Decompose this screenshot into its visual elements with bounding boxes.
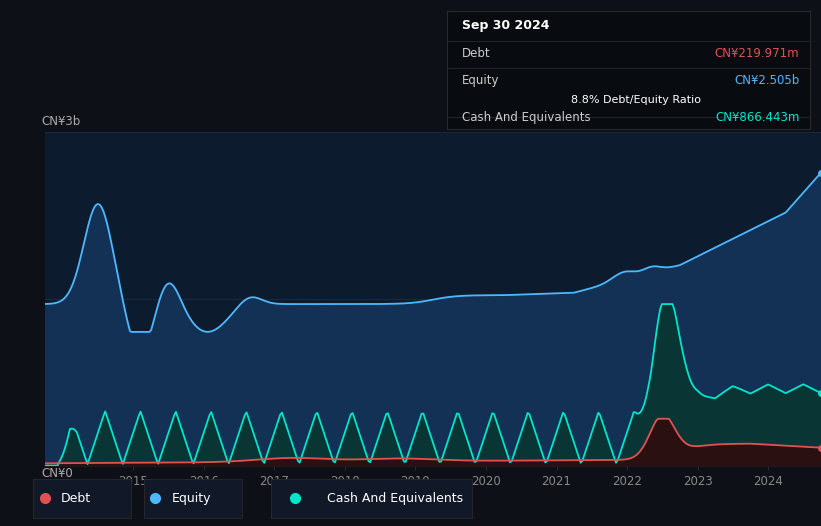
Text: Debt: Debt [61, 492, 90, 505]
Text: Equity: Equity [462, 74, 499, 87]
Text: CN¥866.443m: CN¥866.443m [715, 111, 800, 124]
Text: Debt: Debt [462, 47, 491, 60]
Text: CN¥2.505b: CN¥2.505b [734, 74, 800, 87]
Text: CN¥219.971m: CN¥219.971m [715, 47, 800, 60]
Text: CN¥3b: CN¥3b [41, 115, 80, 128]
Text: Cash And Equivalents: Cash And Equivalents [462, 111, 590, 124]
Text: Cash And Equivalents: Cash And Equivalents [328, 492, 463, 505]
Text: Sep 30 2024: Sep 30 2024 [462, 19, 549, 32]
Text: CN¥0: CN¥0 [41, 467, 73, 480]
Text: Equity: Equity [172, 492, 211, 505]
Text: 8.8% Debt/Equity Ratio: 8.8% Debt/Equity Ratio [571, 95, 701, 106]
